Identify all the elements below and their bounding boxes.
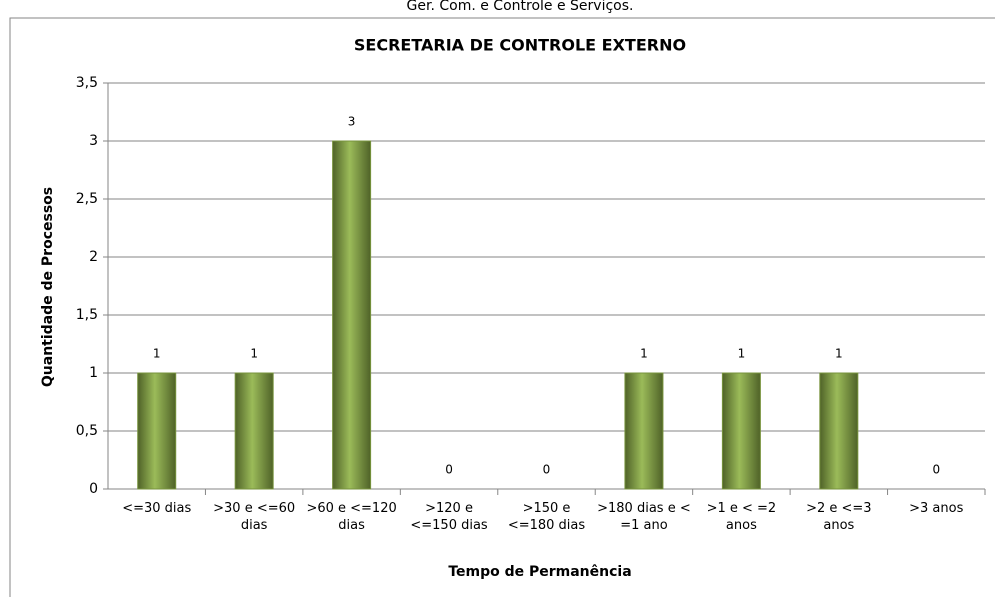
y-tick-label: 3 [89, 133, 98, 149]
y-tick-label: 0 [89, 481, 98, 497]
data-label: 1 [835, 347, 843, 361]
data-label: 1 [153, 347, 161, 361]
chart-frame [9, 17, 995, 597]
x-tick-label: >180 dias e < =1 ano [597, 501, 691, 533]
bar [234, 372, 274, 490]
y-tick-label: 0,5 [76, 423, 98, 439]
y-tick-label: 1,5 [76, 307, 98, 323]
y-tick-label: 3,5 [76, 75, 98, 91]
bar [137, 372, 177, 490]
y-tick-label: 1 [89, 365, 98, 381]
x-tick-label: >120 e <=150 dias [410, 501, 488, 533]
x-tick-label: >60 e <=120 dias [306, 501, 397, 533]
x-tick-label: >1 e < =2 anos [706, 501, 777, 533]
data-label: 1 [250, 347, 258, 361]
data-label: 1 [738, 347, 746, 361]
x-tick-label: >2 e <=3 anos [806, 501, 872, 533]
bar [332, 140, 372, 490]
bar [819, 372, 859, 490]
chart-title: SECRETARIA DE CONTROLE EXTERNO [354, 36, 686, 55]
y-tick-label: 2,5 [76, 191, 98, 207]
x-axis-label: Tempo de Permanência [448, 564, 631, 580]
bar [721, 372, 761, 490]
data-label: 3 [348, 115, 356, 129]
data-label: 0 [932, 463, 940, 477]
y-tick-label: 2 [89, 249, 98, 265]
x-tick-label: >150 e <=180 dias [507, 501, 586, 533]
page-header: Ger. Com. e Controle e Serviços. [407, 0, 634, 14]
data-label: 0 [543, 463, 551, 477]
data-label: 1 [640, 347, 648, 361]
data-label: 0 [445, 463, 453, 477]
x-tick-label: >30 e <=60 dias [213, 501, 296, 533]
bar [624, 372, 664, 490]
x-tick-label: <=30 dias [122, 501, 192, 516]
x-tick-label: >3 anos [909, 501, 964, 516]
y-axis-label: Quantidade de Processos [40, 187, 56, 387]
